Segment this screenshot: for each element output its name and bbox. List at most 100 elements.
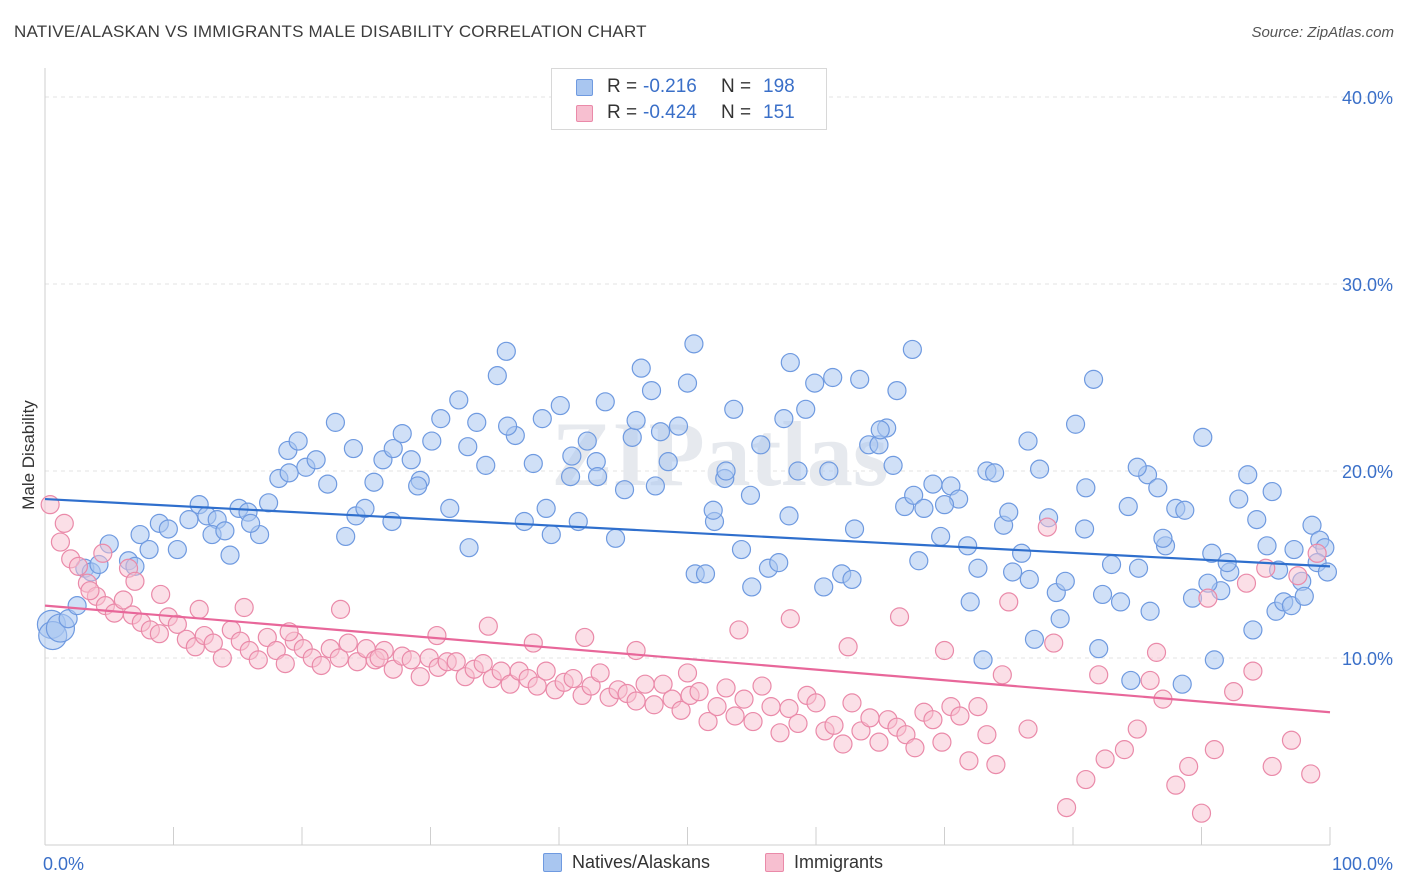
natives-point [458,437,478,457]
r-value: -0.424 [643,102,697,123]
immigrants-point [311,655,331,676]
natives-point [1065,414,1086,434]
immigrants-point [1044,633,1064,653]
natives-point [902,339,922,360]
natives-point [1003,562,1023,582]
immigrants-point [1127,719,1147,739]
natives-point [703,500,723,520]
natives-point [392,424,412,444]
x-tick-label-min: 0.0% [43,854,84,874]
natives-point [130,524,150,545]
n-label: N = [721,76,752,97]
immigrants-point [1146,642,1167,662]
natives-point [514,511,534,532]
natives-point [1172,674,1192,694]
natives-point [985,463,1005,483]
x-tick-label-max: 100.0% [1332,854,1393,874]
natives-point [605,528,626,548]
immigrants-point [446,652,466,672]
natives-point [883,455,903,475]
natives-point [1074,519,1095,539]
natives-point [1018,431,1038,451]
natives-points [36,334,1338,694]
immigrants-point [743,711,763,732]
immigrants-point [383,659,403,679]
immigrants-point [780,609,800,629]
series-legend: Natives/Alaskans Immigrants [0,852,1406,878]
immigrants-point [581,676,601,696]
immigrants-point [151,584,171,605]
legend-item-natives[interactable]: Natives/Alaskans [543,852,710,873]
immigrants-point [203,633,223,653]
natives-point [562,446,582,466]
immigrants-point [934,640,955,661]
natives-point [774,409,794,429]
natives-point [179,510,199,530]
immigrants-point [1166,775,1186,795]
immigrants-point [644,695,664,715]
natives-point [870,420,890,440]
natives-point [1202,543,1222,563]
natives-point [215,521,235,541]
natives-point [626,410,646,431]
natives-point [1148,478,1168,498]
natives-point [923,474,943,494]
natives-point [1089,639,1109,659]
legend-item-immigrants[interactable]: Immigrants [765,852,883,873]
natives-point [779,506,799,526]
immigrants-point [1224,682,1244,702]
natives-point [1229,489,1249,509]
immigrants-point [889,607,910,627]
natives-point [139,539,159,560]
immigrants-point [1095,749,1115,769]
immigrants-points [40,495,1327,823]
immigrants-point [1179,756,1199,777]
natives-point [695,564,716,584]
natives-point [550,395,570,416]
immigrants-point [992,665,1012,685]
immigrants-point [401,650,421,670]
natives-point [751,435,771,455]
natives-point [158,519,178,539]
natives-point [614,480,635,500]
immigrants-point [1140,670,1160,691]
natives-point [788,461,808,481]
immigrants-legend-label: Immigrants [794,852,884,872]
r-value: -0.216 [643,76,697,97]
immigrants-trend-line [44,604,1331,714]
natives-point [449,390,469,410]
immigrants-point [626,691,646,711]
natives-point [934,495,955,515]
immigrants-point [734,689,754,709]
natives-point [1262,481,1282,502]
natives-point [1128,558,1149,578]
natives-point [887,380,907,401]
natives-point [67,596,87,616]
immigrants-point [149,624,169,644]
immigrants-point [1018,719,1038,739]
immigrants-point [932,732,952,752]
n-label: N = [721,102,752,123]
r-label: R = [607,102,638,123]
immigrants-point [1288,566,1308,586]
natives-point [1140,601,1160,621]
natives-point [631,358,651,378]
immigrants-point [1307,543,1327,563]
immigrants-point [427,625,447,646]
natives-point [401,450,421,470]
y-axis-label: Male Disability [19,400,38,510]
natives-point [823,367,843,388]
immigrants-point [125,571,145,591]
natives-point [1029,459,1050,479]
immigrants-point [626,640,646,661]
natives-point [241,513,261,533]
natives-point [1055,571,1075,591]
immigrants-point [113,590,133,610]
natives-point [422,431,442,451]
immigrants-point [275,654,295,674]
natives-point [523,453,543,474]
natives-point [1257,536,1277,556]
natives-point [487,366,507,386]
immigrants-point [1056,797,1077,818]
immigrants-point [167,614,187,634]
